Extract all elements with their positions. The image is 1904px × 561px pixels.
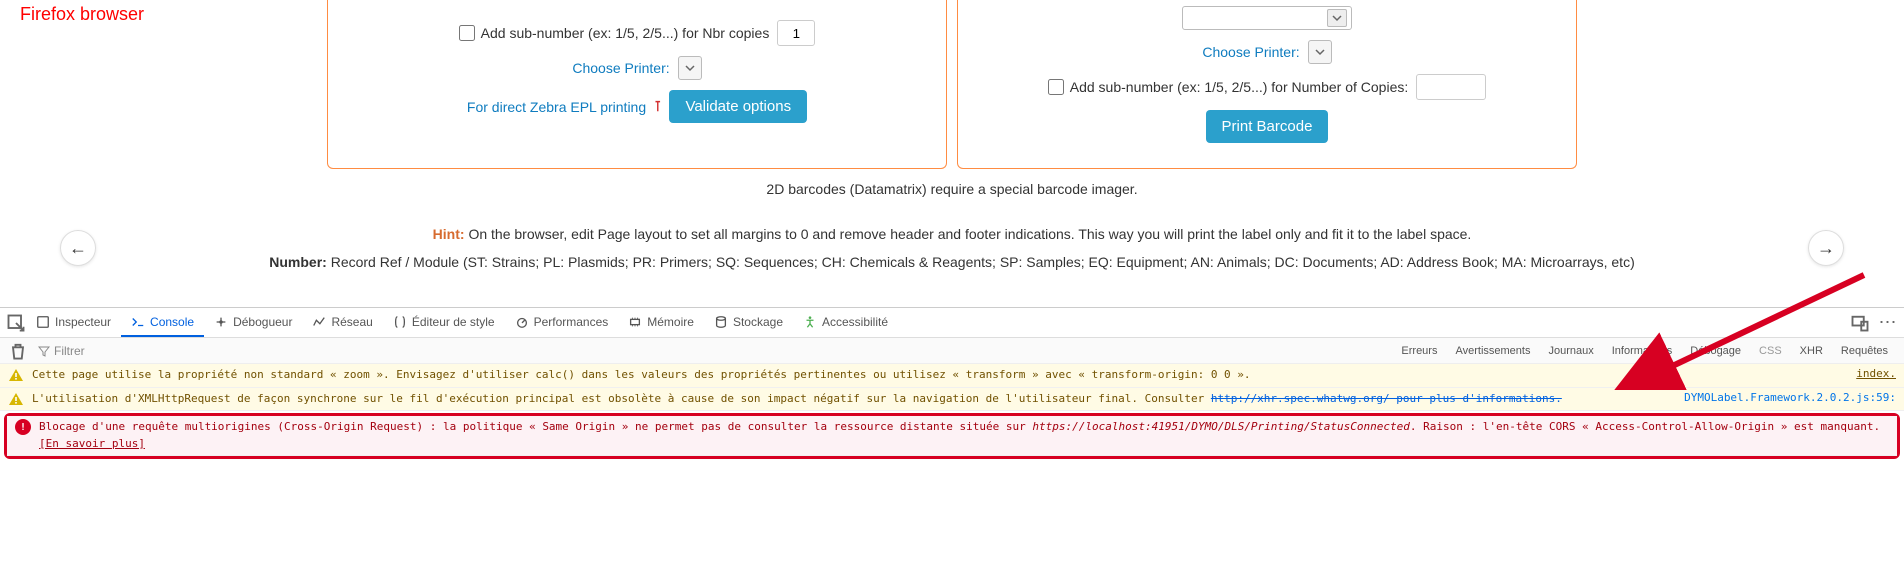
chevron-down-icon <box>685 63 695 73</box>
add-subnumber-checkbox[interactable] <box>459 25 475 41</box>
printer-dropdown-right[interactable] <box>1308 40 1332 64</box>
warning-text: L'utilisation d'XMLHttpRequest de façon … <box>32 391 1664 408</box>
tab-accessibility-label: Accessibilité <box>822 315 888 329</box>
devtools-panel: Inspecteur Console Débogueur Réseau Édit… <box>0 307 1904 459</box>
console-icon <box>131 315 145 329</box>
nav-prev-button[interactable]: ← <box>60 230 96 266</box>
number-text: Record Ref / Module (ST: Strains; PL: Pl… <box>327 254 1635 270</box>
strikethrough-url: http://xhr.spec.whatwg.org/ pour plus d'… <box>1211 392 1562 405</box>
hint-label: Hint: <box>433 226 465 242</box>
warning-icon <box>8 367 24 383</box>
tab-inspector[interactable]: Inspecteur <box>26 308 121 337</box>
tab-console-label: Console <box>150 315 194 329</box>
add-subnumber-text-right: Add sub-number (ex: 1/5, 2/5...) for Num… <box>1070 79 1409 95</box>
inspector-icon <box>36 315 50 329</box>
choose-printer-label-right: Choose Printer: <box>1202 44 1299 60</box>
tab-memory-label: Mémoire <box>647 315 694 329</box>
warning-text: Cette page utilise la propriété non stan… <box>32 367 1836 384</box>
number-info: Number: Record Ref / Module (ST: Strains… <box>96 254 1808 270</box>
number-label: Number: <box>269 254 327 270</box>
chevron-down-icon <box>1315 47 1325 57</box>
learn-more-link[interactable]: [En savoir plus] <box>39 437 145 450</box>
tab-debugger-label: Débogueur <box>233 315 292 329</box>
filter-logs[interactable]: Journaux <box>1540 342 1601 360</box>
debugger-icon <box>214 315 228 329</box>
tab-accessibility[interactable]: Accessibilité <box>793 308 898 337</box>
message-source[interactable]: DYMOLabel.Framework.2.0.2.js:59: <box>1684 391 1896 404</box>
message-source[interactable]: index. <box>1856 367 1896 380</box>
error-url: https://localhost:41951/DYMO/DLS/Printin… <box>1032 420 1410 433</box>
warning-icon <box>8 391 24 407</box>
clear-console-icon[interactable] <box>8 341 28 361</box>
right-print-panel: Choose Printer: Add sub-number (ex: 1/5,… <box>957 0 1577 169</box>
tab-network[interactable]: Réseau <box>302 308 382 337</box>
filter-placeholder: Filtrer <box>54 344 85 358</box>
inspect-element-icon[interactable] <box>6 313 26 333</box>
copies-input-right[interactable] <box>1416 74 1486 100</box>
add-subnumber-text: Add sub-number (ex: 1/5, 2/5...) for Nbr… <box>481 25 770 41</box>
console-warning-row[interactable]: L'utilisation d'XMLHttpRequest de façon … <box>0 388 1904 412</box>
tab-style-label: Éditeur de style <box>412 315 495 329</box>
choose-printer-label: Choose Printer: <box>572 60 669 76</box>
add-subnumber-checkbox-label-right[interactable]: Add sub-number (ex: 1/5, 2/5...) for Num… <box>1048 79 1409 95</box>
filter-icon <box>38 345 50 357</box>
zebra-hint-text: For direct Zebra EPL printing <box>467 99 646 115</box>
chevron-down-icon <box>1327 9 1347 27</box>
nav-next-button[interactable]: → <box>1808 230 1844 266</box>
tab-memory[interactable]: Mémoire <box>618 308 704 337</box>
filter-info[interactable]: Informations <box>1604 342 1681 360</box>
console-messages: Cette page utilise la propriété non stan… <box>0 364 1904 459</box>
console-toolbar: Filtrer Erreurs Avertissements Journaux … <box>0 338 1904 364</box>
annotation-label: Firefox browser <box>20 4 144 25</box>
error-icon: ! <box>15 419 31 435</box>
validate-options-button[interactable]: Validate options <box>669 90 807 123</box>
tab-performance[interactable]: Performances <box>505 308 619 337</box>
error-text: Blocage d'une requête multiorigines (Cro… <box>39 419 1889 452</box>
zebra-warning-icon: ⊺ <box>654 98 661 115</box>
filter-debug[interactable]: Débogage <box>1682 342 1749 360</box>
filter-field[interactable]: Filtrer <box>38 344 85 358</box>
add-subnumber-checkbox-right[interactable] <box>1048 79 1064 95</box>
tab-debugger[interactable]: Débogueur <box>204 308 302 337</box>
devtools-menu-icon[interactable]: ⋯ <box>1878 313 1898 333</box>
filter-warnings[interactable]: Avertissements <box>1447 342 1538 360</box>
filter-css[interactable]: CSS <box>1751 342 1790 360</box>
performance-icon <box>515 315 529 329</box>
memory-icon <box>628 315 642 329</box>
responsive-mode-icon[interactable] <box>1850 313 1870 333</box>
top-selector-dropdown[interactable] <box>1182 6 1352 30</box>
nbr-copies-input[interactable] <box>777 20 815 46</box>
devtools-tabs: Inspecteur Console Débogueur Réseau Édit… <box>0 308 1904 338</box>
filter-xhr[interactable]: XHR <box>1792 342 1831 360</box>
hint-text: On the browser, edit Page layout to set … <box>465 226 1472 242</box>
tab-storage[interactable]: Stockage <box>704 308 793 337</box>
hint-info: Hint: On the browser, edit Page layout t… <box>96 226 1808 242</box>
style-icon <box>393 315 407 329</box>
tab-storage-label: Stockage <box>733 315 783 329</box>
accessibility-icon <box>803 315 817 329</box>
console-warning-row[interactable]: Cette page utilise la propriété non stan… <box>0 364 1904 388</box>
print-barcode-button[interactable]: Print Barcode <box>1206 110 1329 143</box>
printer-dropdown[interactable] <box>678 56 702 80</box>
left-print-panel: Add sub-number (ex: 1/5, 2/5...) for Nbr… <box>327 0 947 169</box>
datamatrix-info: 2D barcodes (Datamatrix) require a speci… <box>40 181 1864 197</box>
filter-errors[interactable]: Erreurs <box>1393 342 1445 360</box>
network-icon <box>312 315 326 329</box>
storage-icon <box>714 315 728 329</box>
tab-console[interactable]: Console <box>121 308 204 337</box>
tab-network-label: Réseau <box>331 315 372 329</box>
filter-requests[interactable]: Requêtes <box>1833 342 1896 360</box>
console-error-row[interactable]: ! Blocage d'une requête multiorigines (C… <box>7 416 1897 456</box>
add-subnumber-checkbox-label[interactable]: Add sub-number (ex: 1/5, 2/5...) for Nbr… <box>459 25 770 41</box>
error-highlight-box: ! Blocage d'une requête multiorigines (C… <box>4 413 1900 459</box>
tab-performance-label: Performances <box>534 315 609 329</box>
tab-inspector-label: Inspecteur <box>55 315 111 329</box>
tab-style-editor[interactable]: Éditeur de style <box>383 308 505 337</box>
main-content: Add sub-number (ex: 1/5, 2/5...) for Nbr… <box>0 0 1904 307</box>
